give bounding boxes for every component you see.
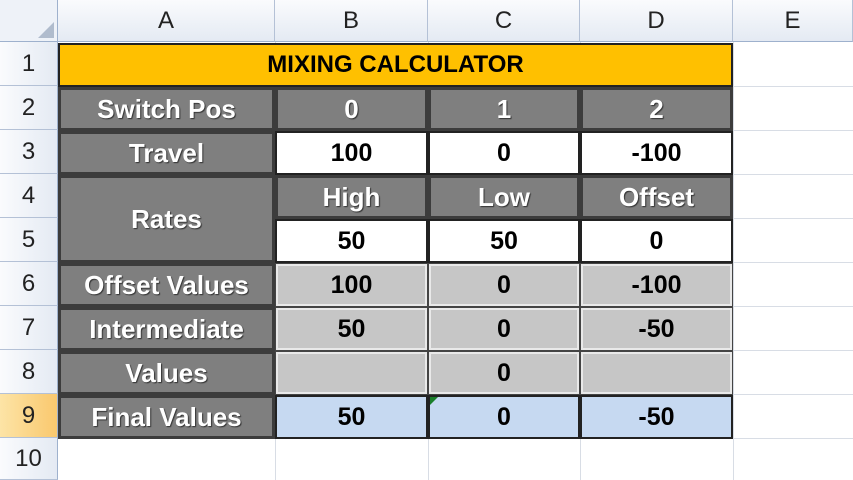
intermediate-row8-c[interactable]: 0 [428, 351, 580, 395]
travel-value-b[interactable]: 100 [275, 131, 428, 175]
calculator-title[interactable]: MIXING CALCULATOR [58, 43, 733, 87]
row-header-9[interactable]: 9 [0, 394, 58, 438]
travel-label[interactable]: Travel [58, 131, 275, 175]
row-header-5[interactable]: 5 [0, 218, 58, 262]
row-header-4[interactable]: 4 [0, 174, 58, 218]
offset-values-label[interactable]: Offset Values [58, 263, 275, 307]
rates-value-high[interactable]: 50 [275, 219, 428, 263]
rates-value-low[interactable]: 50 [428, 219, 580, 263]
column-header-c[interactable]: C [428, 0, 580, 42]
intermediate-row7-d[interactable]: -50 [580, 307, 733, 351]
intermediate-row8-b[interactable] [275, 351, 428, 395]
error-indicator-icon [430, 397, 438, 405]
offset-value-d[interactable]: -100 [580, 263, 733, 307]
column-header-e[interactable]: E [733, 0, 853, 42]
intermediate-row7-c[interactable]: 0 [428, 307, 580, 351]
switch-pos-0[interactable]: 0 [275, 87, 428, 131]
row-header-3[interactable]: 3 [0, 130, 58, 174]
switch-pos-1[interactable]: 1 [428, 87, 580, 131]
rates-value-offset[interactable]: 0 [580, 219, 733, 263]
row-header-1[interactable]: 1 [0, 42, 58, 86]
travel-value-d[interactable]: -100 [580, 131, 733, 175]
column-header-a[interactable]: A [58, 0, 275, 42]
switch-pos-label[interactable]: Switch Pos [58, 87, 275, 131]
row-header-2[interactable]: 2 [0, 86, 58, 130]
intermediate-row7-b[interactable]: 50 [275, 307, 428, 351]
column-header-d[interactable]: D [580, 0, 733, 42]
intermediate-label-line2[interactable]: Values [58, 351, 275, 395]
row-header-7[interactable]: 7 [0, 306, 58, 350]
offset-value-c[interactable]: 0 [428, 263, 580, 307]
column-header-b[interactable]: B [275, 0, 428, 42]
final-values-label[interactable]: Final Values [58, 395, 275, 439]
row-header-8[interactable]: 8 [0, 350, 58, 394]
row-header-10[interactable]: 10 [0, 438, 58, 480]
rates-header-low[interactable]: Low [428, 175, 580, 219]
rates-label[interactable]: Rates [58, 175, 275, 263]
intermediate-label-line1[interactable]: Intermediate [58, 307, 275, 351]
select-all-icon [38, 22, 54, 38]
offset-value-b[interactable]: 100 [275, 263, 428, 307]
rates-header-offset[interactable]: Offset [580, 175, 733, 219]
row-header-6[interactable]: 6 [0, 262, 58, 306]
final-value-d[interactable]: -50 [580, 395, 733, 439]
travel-value-c[interactable]: 0 [428, 131, 580, 175]
select-all-button[interactable] [0, 0, 58, 42]
final-value-c[interactable]: 0 [428, 395, 580, 439]
grid-line [733, 42, 734, 480]
switch-pos-2[interactable]: 2 [580, 87, 733, 131]
intermediate-row8-d[interactable] [580, 351, 733, 395]
rates-header-high[interactable]: High [275, 175, 428, 219]
final-value-b[interactable]: 50 [275, 395, 428, 439]
